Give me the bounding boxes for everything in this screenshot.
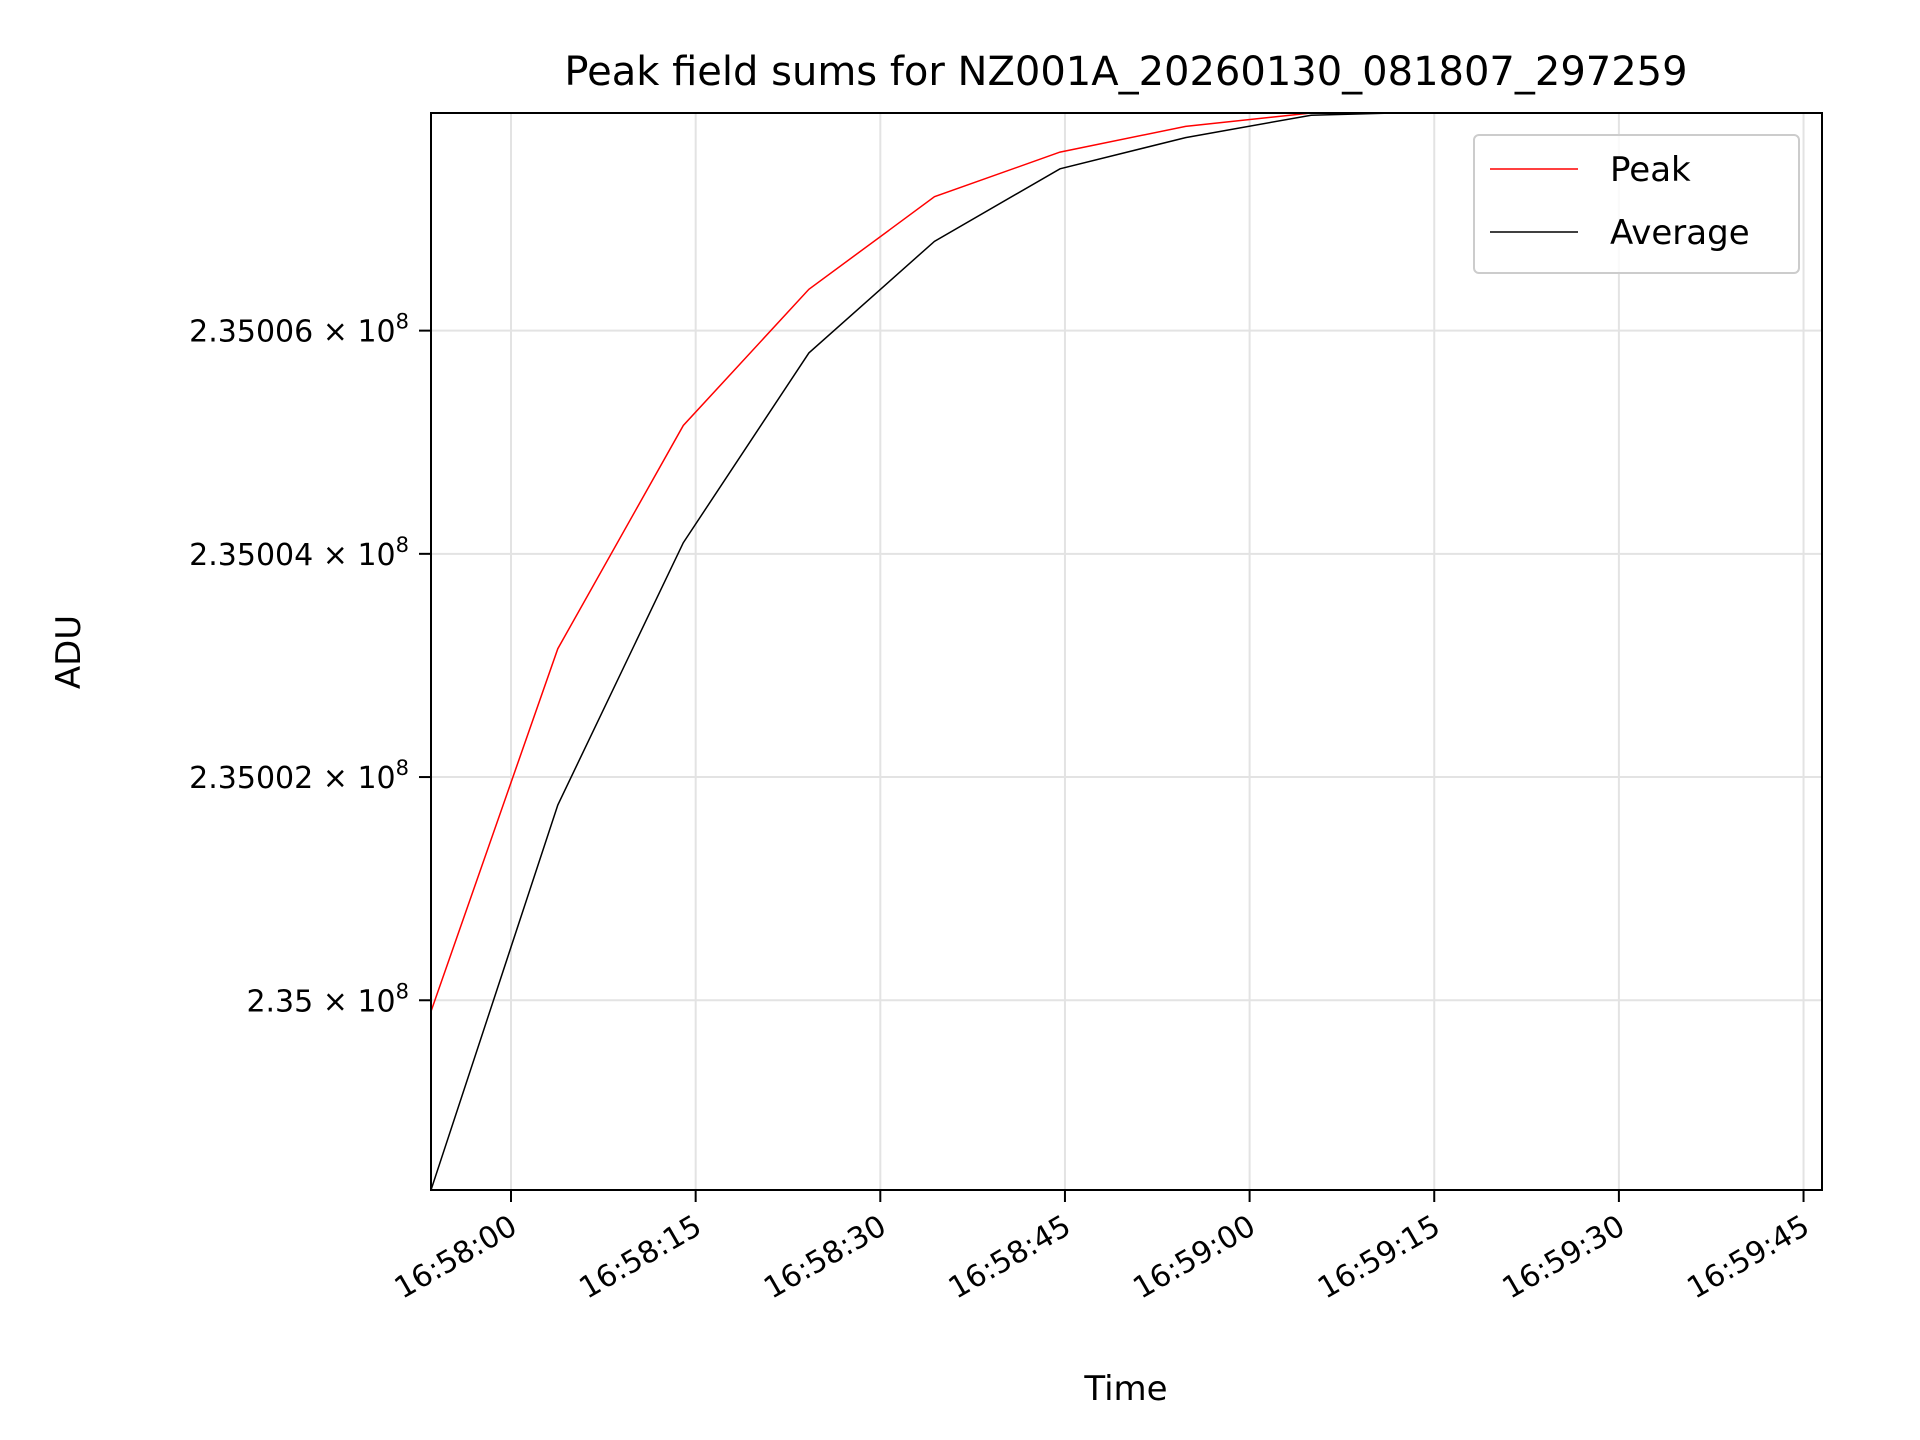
y-tick-exponent: 8	[396, 756, 409, 780]
y-tick-mantissa: 2.35006	[189, 315, 313, 350]
y-tick-times-sign: × 10	[313, 761, 395, 796]
series-group	[431, 113, 1424, 1190]
y-tick-mantissa: 2.35	[246, 984, 313, 1019]
series-line-average	[431, 113, 1424, 1190]
plot-area	[431, 113, 1424, 1190]
y-axis-label: ADU	[49, 615, 89, 689]
y-tick-label: 2.35002 × 108	[189, 756, 409, 796]
y-tick-times-sign: × 10	[313, 984, 395, 1019]
y-tick-times-sign: × 10	[313, 538, 395, 573]
legend-label-peak: Peak	[1610, 150, 1691, 190]
grid	[431, 113, 1822, 1190]
legend-label-average: Average	[1610, 213, 1750, 253]
y-tick-exponent: 8	[396, 310, 409, 334]
legend: Peak Average	[1473, 134, 1800, 274]
series-line-peak	[431, 113, 1397, 1012]
y-tick-mantissa: 2.35002	[189, 761, 313, 796]
y-tick-label: 2.35 × 108	[246, 979, 409, 1019]
x-axis-label: Time	[1083, 1369, 1167, 1409]
y-tick-exponent: 8	[396, 979, 409, 1003]
y-tick-exponent: 8	[396, 533, 409, 557]
chart-title: Peak field sums for NZ001A_20260130_0818…	[564, 49, 1687, 95]
y-tick-times-sign: × 10	[313, 315, 395, 350]
plot-frame	[430, 112, 1823, 1191]
y-tick-label: 2.35004 × 108	[189, 533, 409, 573]
y-tick-label: 2.35006 × 108	[189, 310, 409, 350]
y-tick-mantissa: 2.35004	[189, 538, 313, 573]
